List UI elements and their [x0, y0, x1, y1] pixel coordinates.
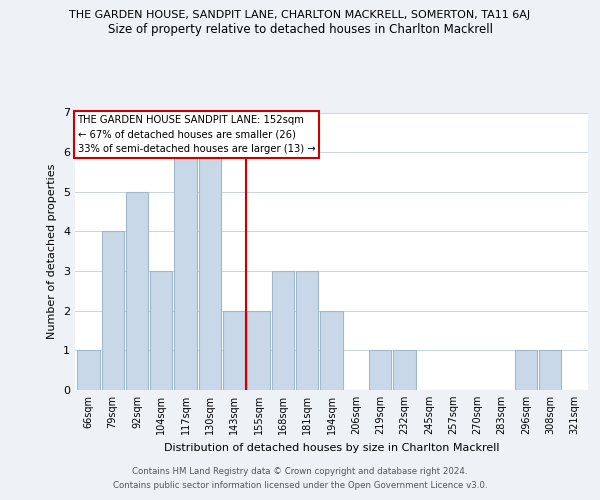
Bar — [247, 310, 270, 390]
Bar — [101, 232, 124, 390]
Bar — [369, 350, 391, 390]
Text: Contains public sector information licensed under the Open Government Licence v3: Contains public sector information licen… — [113, 481, 487, 490]
Bar — [77, 350, 100, 390]
Text: THE GARDEN HOUSE, SANDPIT LANE, CHARLTON MACKRELL, SOMERTON, TA11 6AJ: THE GARDEN HOUSE, SANDPIT LANE, CHARLTON… — [70, 10, 530, 20]
Bar — [126, 192, 148, 390]
Text: Size of property relative to detached houses in Charlton Mackrell: Size of property relative to detached ho… — [107, 22, 493, 36]
Text: THE GARDEN HOUSE SANDPIT LANE: 152sqm
← 67% of detached houses are smaller (26)
: THE GARDEN HOUSE SANDPIT LANE: 152sqm ← … — [77, 116, 315, 154]
Bar — [393, 350, 416, 390]
Bar — [175, 152, 197, 390]
Y-axis label: Number of detached properties: Number of detached properties — [47, 164, 58, 339]
Bar — [296, 271, 319, 390]
Bar — [539, 350, 562, 390]
Text: Contains HM Land Registry data © Crown copyright and database right 2024.: Contains HM Land Registry data © Crown c… — [132, 467, 468, 476]
Bar — [272, 271, 294, 390]
Bar — [150, 271, 172, 390]
Bar — [223, 310, 245, 390]
Bar — [199, 152, 221, 390]
Bar — [320, 310, 343, 390]
X-axis label: Distribution of detached houses by size in Charlton Mackrell: Distribution of detached houses by size … — [164, 442, 499, 452]
Bar — [515, 350, 537, 390]
